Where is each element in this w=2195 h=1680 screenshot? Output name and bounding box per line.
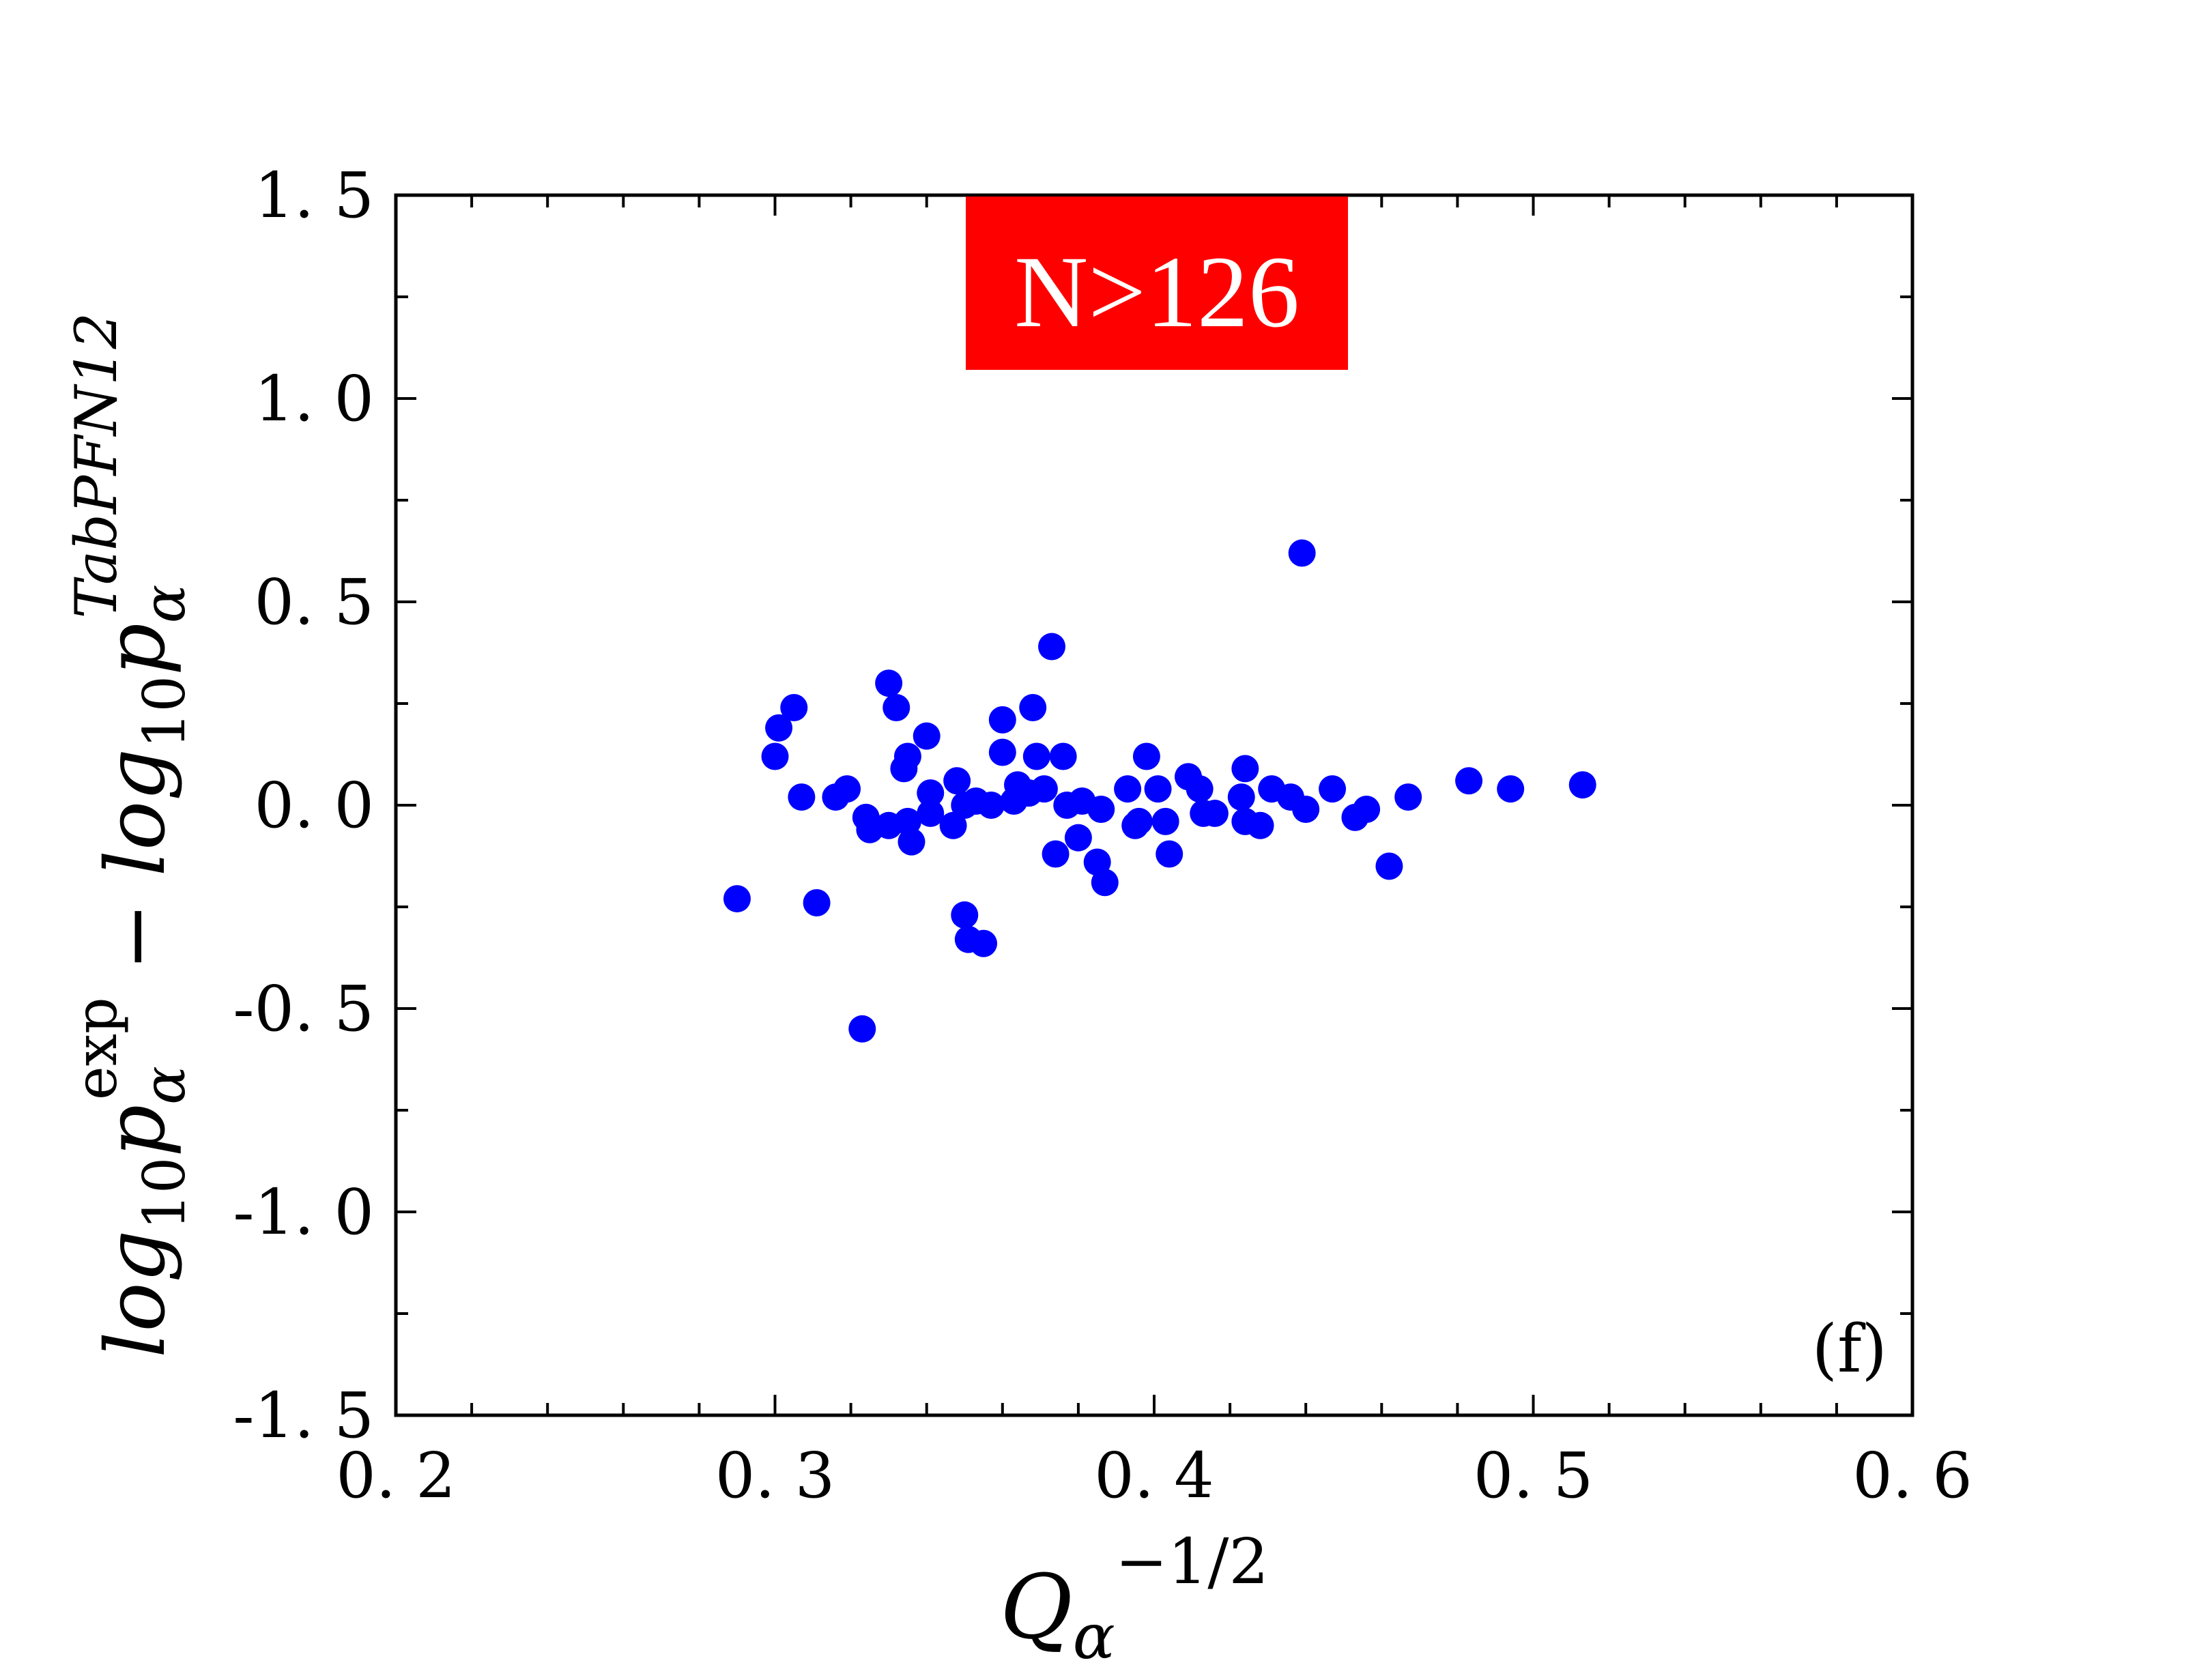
data-point [1292, 795, 1320, 823]
data-point [1227, 783, 1255, 811]
x-tick-label: 0. 5 [1474, 1439, 1594, 1512]
data-point [1042, 840, 1070, 868]
y-axis-tick-labels: 1. 5 1. 0 0. 5 0. 0 -0. 5 -1. 0 -1. 5 [233, 159, 374, 1452]
data-point [1568, 771, 1596, 799]
data-point [1030, 775, 1058, 803]
x-tick-label: 0. 3 [715, 1439, 835, 1512]
data-point [1049, 742, 1077, 770]
data-point [1288, 539, 1316, 567]
data-point [765, 714, 793, 742]
badge: N>126 [966, 197, 1348, 370]
y-tick-label: -1. 5 [233, 1379, 374, 1452]
data-point [1186, 775, 1214, 803]
data-point [1353, 795, 1381, 823]
plot-frame [394, 193, 1914, 1417]
data-point [917, 799, 945, 827]
data-points [723, 539, 1596, 1043]
data-point [1091, 869, 1119, 897]
data-point [939, 811, 967, 839]
x-tick-label: 0. 2 [336, 1439, 456, 1512]
data-point [723, 885, 751, 913]
badge-text: N>126 [1014, 235, 1300, 349]
data-point [1375, 852, 1403, 880]
data-point [1038, 633, 1066, 661]
y-tick-label: 1. 0 [254, 362, 374, 435]
data-point [875, 669, 903, 697]
data-point [1114, 775, 1142, 803]
data-point [1019, 693, 1047, 721]
y-tick-label: 0. 5 [254, 566, 374, 639]
data-point [803, 889, 831, 917]
data-point [1201, 799, 1229, 827]
data-point [1497, 775, 1525, 803]
data-point [943, 767, 971, 795]
y-tick-label: -1. 0 [233, 1176, 374, 1249]
data-point [1132, 742, 1160, 770]
data-point [988, 706, 1016, 734]
data-point [1144, 775, 1172, 803]
data-point [917, 779, 945, 807]
y-tick-label: -0. 5 [233, 972, 374, 1045]
data-point [1455, 767, 1483, 795]
axis-ticks [394, 194, 1914, 1417]
data-point [893, 807, 921, 835]
data-point [833, 775, 861, 803]
data-point [951, 901, 979, 929]
data-point [970, 929, 998, 957]
x-axis-title: Qα−1/2 [1000, 1525, 1269, 1673]
data-point [1319, 775, 1347, 803]
data-point [1125, 807, 1153, 835]
y-axis-title: log10pαexp − log10pαTabPFN12 [63, 313, 198, 1358]
data-point [977, 792, 1005, 819]
x-tick-label: 0. 4 [1094, 1439, 1214, 1512]
data-point [1246, 811, 1274, 839]
data-point [761, 742, 789, 770]
data-point [1394, 783, 1422, 811]
data-point [1087, 795, 1115, 823]
x-tick-label: 0. 6 [1852, 1439, 1972, 1512]
y-tick-label: 1. 5 [254, 159, 374, 232]
data-point [898, 828, 926, 856]
badge-background [966, 197, 1348, 370]
data-point [913, 722, 941, 750]
data-point [788, 783, 816, 811]
data-point [893, 742, 921, 770]
panel-label: (f) [1812, 1311, 1887, 1387]
data-point [1156, 840, 1183, 868]
data-point [1151, 807, 1179, 835]
data-point [848, 1015, 876, 1043]
data-point [780, 693, 808, 721]
x-axis-tick-labels: 0. 2 0. 3 0. 4 0. 5 0. 6 [336, 1439, 1972, 1512]
data-point [883, 693, 910, 721]
data-point [988, 738, 1016, 766]
data-point [1022, 742, 1050, 770]
data-point [1064, 824, 1092, 852]
y-tick-label: 0. 0 [254, 769, 374, 842]
data-point [1231, 755, 1259, 783]
